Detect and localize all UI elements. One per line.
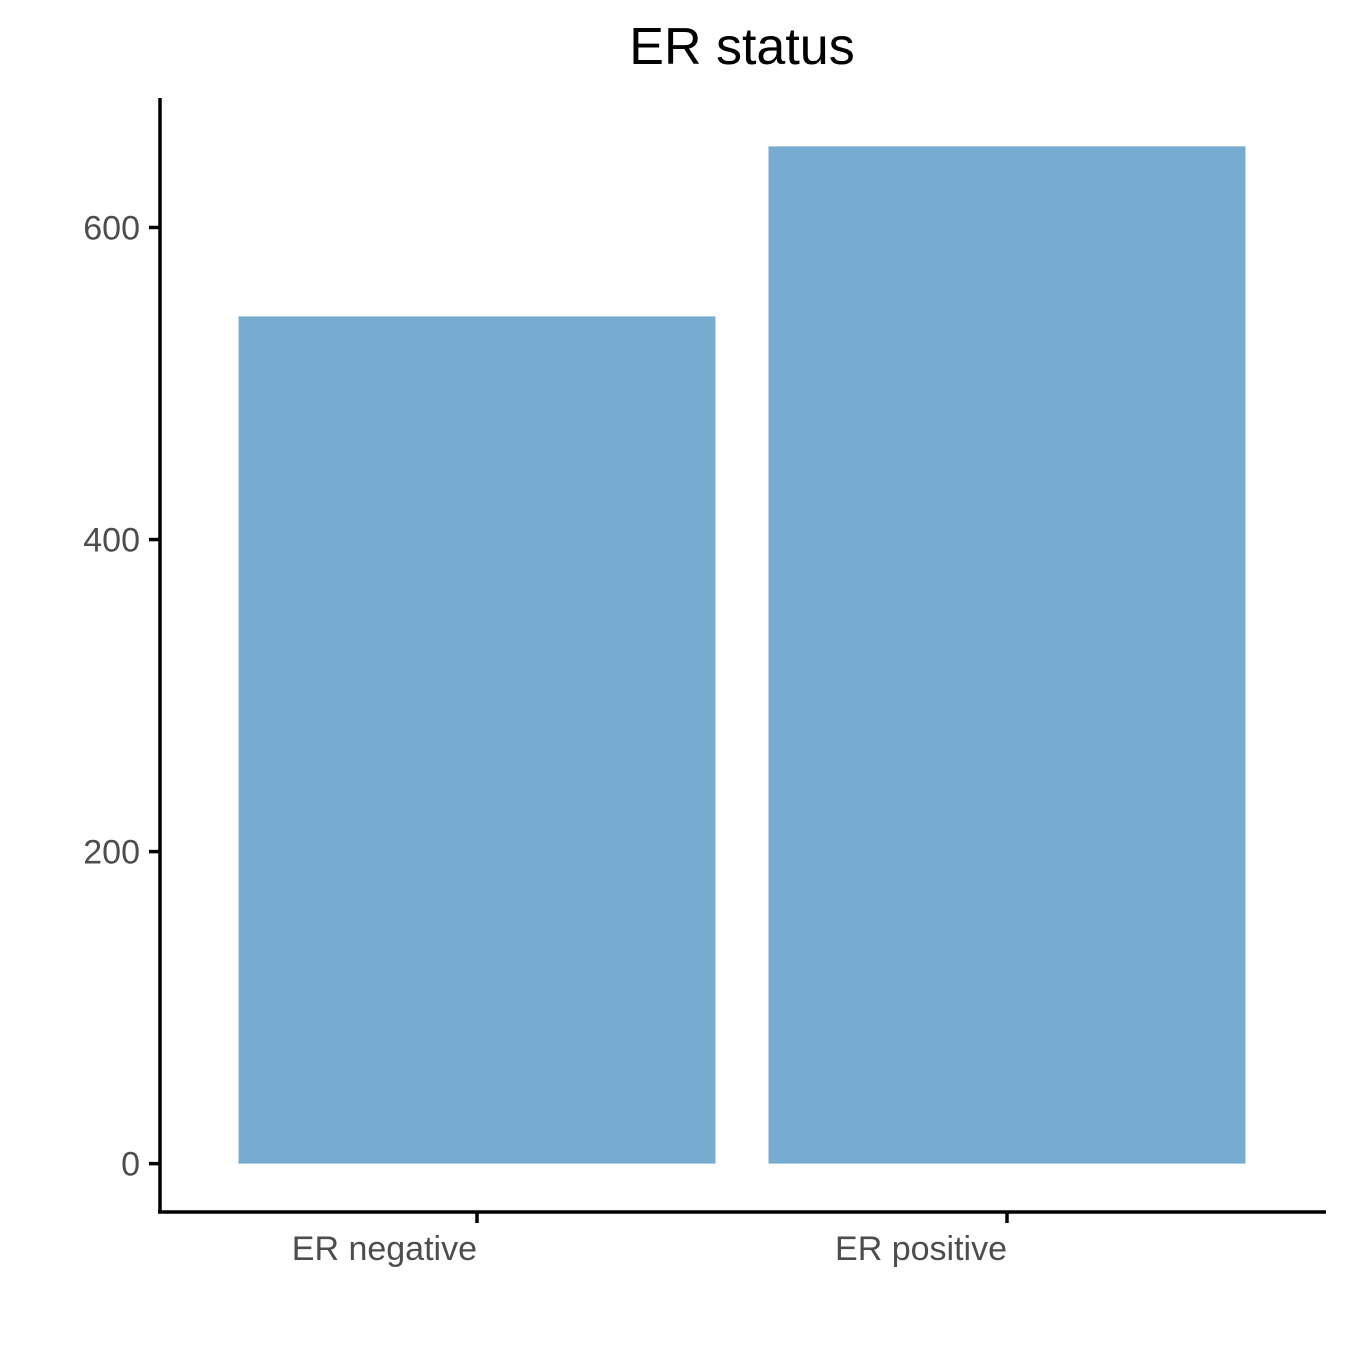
y-tick-label: 600: [83, 209, 140, 247]
x-tick-label: ER positive: [835, 1230, 1007, 1268]
y-tick-label: 200: [83, 834, 140, 872]
y-tick-label: 400: [83, 522, 140, 560]
x-axis: ER negative ER positive: [158, 1210, 1326, 1268]
chart-title: ER status: [629, 18, 854, 76]
bars-group: [238, 146, 1246, 1164]
y-tick-label: 0: [121, 1146, 140, 1184]
bar-er-positive: [768, 146, 1246, 1164]
bar-er-negative: [238, 316, 716, 1164]
y-axis: 0 200 400 600: [83, 98, 162, 1213]
x-tick-label: ER negative: [292, 1230, 477, 1268]
